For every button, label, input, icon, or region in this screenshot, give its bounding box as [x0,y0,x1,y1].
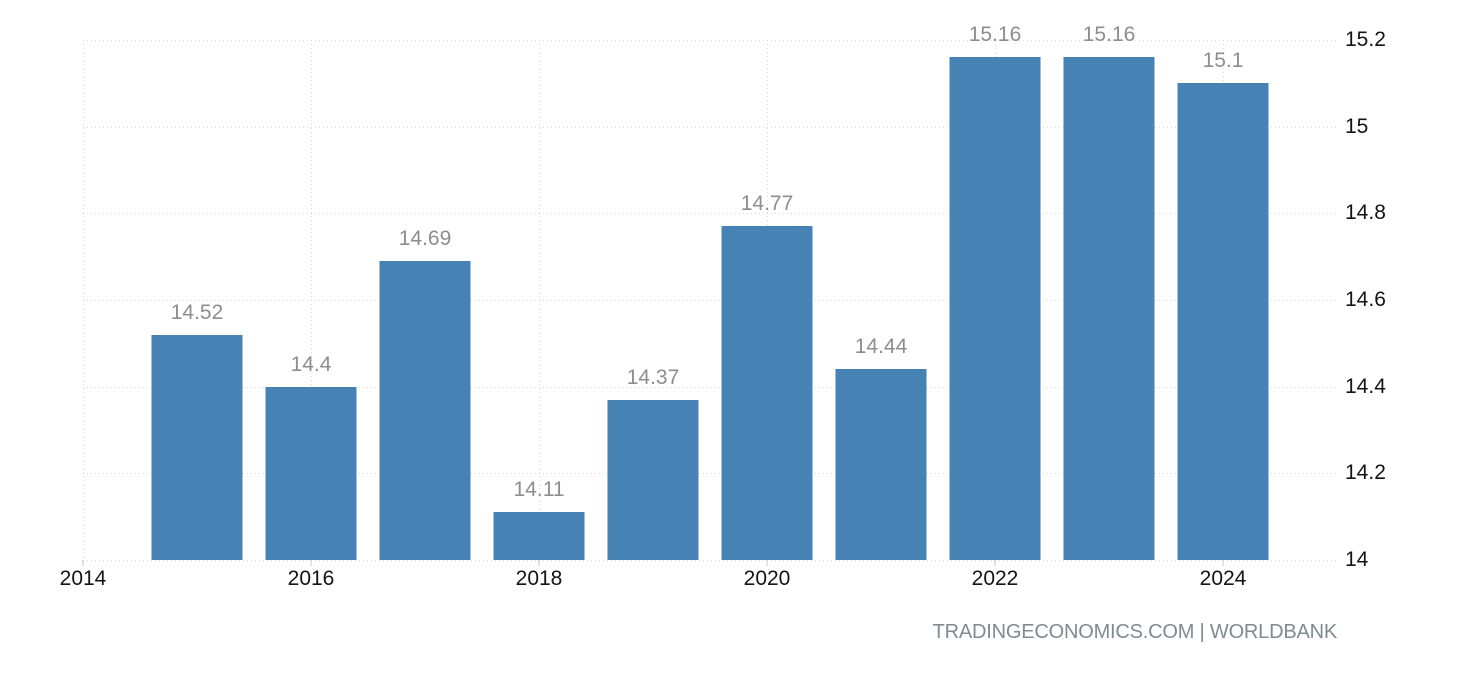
bar[interactable] [607,399,699,560]
x-axis-tick-label: 2016 [287,567,335,590]
x-axis-tick [994,560,996,566]
plot-area: 14.52 14.4 14.69 14.11 14.37 14.77 14.44 15.16 1… [83,23,1337,561]
x-axis-tick [1222,560,1224,566]
bar-value-label: 14.37 [626,365,680,389]
x-axis-tick-label: 2018 [515,567,563,590]
bar-value-label: 14.44 [854,335,908,359]
bar-value-label: 14.4 [290,352,332,376]
y-axis-tick-label: 14 [1345,548,1369,571]
gridline-vertical [311,40,312,560]
bar[interactable] [1063,57,1155,560]
x-axis-tick [82,560,84,566]
x-axis-tick-label: 2022 [971,567,1019,590]
gridline-horizontal [83,473,1337,475]
x-axis-tick [538,560,540,566]
gridline-horizontal [83,300,1337,301]
gridline-horizontal [83,386,1337,388]
y-axis-tick-label: 15.2 [1345,28,1386,51]
y-axis-tick-label: 14.8 [1345,201,1386,225]
x-axis-tick-label: 2020 [743,567,791,590]
bar[interactable] [1177,83,1269,560]
bar-value-label: 14.52 [170,300,224,324]
y-axis: 15.2 15 14.8 14.6 14.4 14.2 14 [1345,28,1455,571]
footer-attribution: TRADINGECONOMICS.COM | WORLDBANK [932,621,1338,643]
bar[interactable] [949,57,1041,560]
bar-value-label: 15.16 [1082,23,1136,47]
gridline-vertical [83,40,84,560]
bar-value-label: 14.77 [740,192,794,216]
bar-value-label: 15.16 [968,23,1022,47]
bar[interactable] [835,369,927,560]
y-axis-tick-label: 14.4 [1345,374,1386,398]
bar-value-label: 14.11 [513,478,565,502]
y-axis-tick-label: 15 [1345,114,1369,138]
bar[interactable] [379,261,471,560]
bar[interactable] [265,386,357,560]
bar[interactable] [151,334,243,560]
gridline-horizontal [83,213,1337,215]
bar-value-label: 14.69 [398,227,452,250]
x-axis-tick [766,560,768,566]
bar[interactable] [493,512,585,560]
y-axis-tick-label: 14.6 [1345,288,1386,311]
bar-value-label: 15.1 [1202,49,1244,73]
x-axis-tick-label: 2014 [59,567,107,590]
gridline-horizontal [83,40,1337,41]
y-axis-tick-label: 14.2 [1345,461,1386,485]
gridline-horizontal [83,126,1337,128]
x-axis-tick [310,560,312,566]
x-axis: 2014 2016 2018 2020 2022 2024 [60,560,1337,600]
bar[interactable] [721,226,813,560]
x-axis-tick-label: 2024 [1199,567,1247,590]
gridline-vertical [539,40,540,560]
gridline-horizontal [83,560,1337,561]
